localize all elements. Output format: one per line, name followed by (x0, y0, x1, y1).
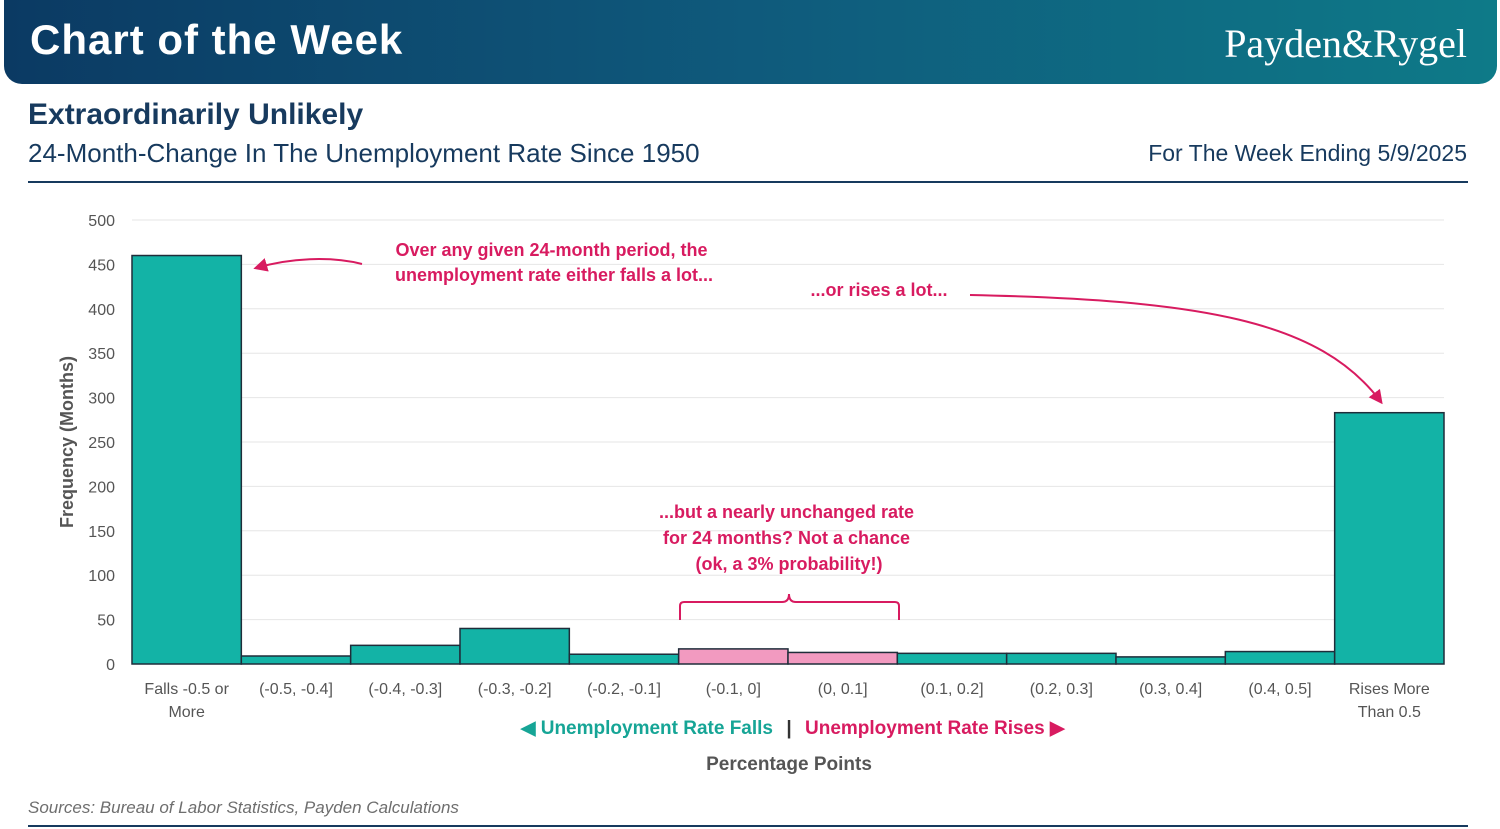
x-axis: Falls -0.5 or More (-0.5, -0.4] (-0.4, -0.3… (144, 681, 1429, 721)
legend-falls-arrow-icon: ◀ (520, 718, 541, 739)
annotation-unchanged: ...but a nearly unchanged rate for 24 mo… (659, 502, 919, 574)
bar (1333, 411, 1445, 665)
week-ending-date: For The Week Ending 5/9/2025 (1148, 140, 1467, 166)
y-tick-label: 0 (106, 657, 115, 674)
annotation-unchanged-line: ...but a nearly unchanged rate (659, 502, 914, 522)
header-banner: Chart of the Week Payden&Rygel (4, 0, 1497, 84)
bar (1005, 652, 1117, 665)
annotation-rises-lot-line: ...or rises a lot... (810, 280, 947, 300)
y-axis-label: Frequency (Months) (57, 356, 77, 528)
y-tick-label: 500 (88, 213, 115, 230)
y-tick-label: 450 (88, 257, 115, 274)
banner-title: Chart of the Week (30, 16, 404, 63)
annotation-falls-lot: Over any given 24-month period, the unem… (395, 240, 713, 285)
legend-falls-label: Unemployment Rate Falls (541, 718, 773, 739)
x-tick-label: (-0.4, -0.3] (368, 681, 442, 698)
x-tick-label: (-0.1, 0] (706, 681, 761, 698)
annotation-falls-arrow (253, 258, 363, 272)
brand-logo: Payden&Rygel (1224, 21, 1467, 66)
x-tick-label: (-0.3, -0.2] (478, 681, 552, 698)
y-tick-label: 100 (88, 568, 115, 585)
header-divider (28, 181, 1468, 183)
annotation-falls-lot-line: Over any given 24-month period, the (395, 240, 707, 260)
y-tick-label: 300 (88, 391, 115, 408)
x-tick-label: (0.1, 0.2] (920, 681, 983, 698)
bar (459, 627, 571, 665)
x-tick-label: (0.2, 0.3] (1030, 681, 1093, 698)
legend-falls: ◀ Unemployment Rate Falls (520, 718, 773, 739)
bar (1224, 650, 1336, 665)
footer-divider (28, 825, 1468, 827)
annotation-unchanged-line: (ok, a 3% probability!) (695, 554, 882, 574)
bar (568, 653, 680, 665)
y-tick-label: 400 (88, 302, 115, 319)
bar (1115, 656, 1227, 665)
bar (787, 651, 899, 665)
chart-subtitle: 24-Month-Change In The Unemployment Rate… (28, 138, 700, 168)
x-tick-label: Falls -0.5 or More (144, 681, 229, 721)
source-note: Sources: Bureau of Labor Statistics, Pay… (28, 798, 459, 817)
bar (896, 652, 1008, 665)
legend-rises-label: Unemployment Rate Rises (805, 718, 1045, 739)
legend-separator: | (786, 718, 791, 739)
x-tick-label: (-0.5, -0.4] (259, 681, 333, 698)
x-axis-label: Percentage Points (706, 754, 872, 775)
y-axis: 0 50 100 150 200 250 300 350 400 450 500 (88, 213, 115, 674)
annotation-bracket (679, 593, 900, 620)
y-tick-label: 250 (88, 435, 115, 452)
x-tick-label: Rises More Than 0.5 (1349, 681, 1430, 721)
x-tick-label: (0.4, 0.5] (1248, 681, 1311, 698)
annotation-falls-lot-line: unemployment rate either falls a lot... (395, 265, 713, 285)
bar (349, 644, 461, 665)
annotation-rises-arrow (969, 294, 1383, 405)
bar (131, 254, 243, 665)
chart-title: Extraordinarily Unlikely (28, 98, 364, 131)
x-tick-label: (0.3, 0.4] (1139, 681, 1202, 698)
annotation-unchanged-line: for 24 months? Not a chance (663, 528, 910, 548)
x-tick-label: (0, 0.1] (818, 681, 868, 698)
bars (131, 254, 1445, 665)
gridlines (132, 219, 1444, 621)
legend-rises: Unemployment Rate Rises ▶ (805, 718, 1066, 739)
annotation-rises-lot: ...or rises a lot... (810, 280, 947, 300)
legend-rises-arrow-icon: ▶ (1045, 718, 1066, 739)
bar (240, 655, 352, 665)
x-tick-label: (-0.2, -0.1] (587, 681, 661, 698)
y-tick-label: 200 (88, 479, 115, 496)
y-tick-label: 150 (88, 524, 115, 541)
y-tick-label: 50 (97, 613, 115, 630)
y-tick-label: 350 (88, 346, 115, 363)
bar (677, 648, 789, 665)
